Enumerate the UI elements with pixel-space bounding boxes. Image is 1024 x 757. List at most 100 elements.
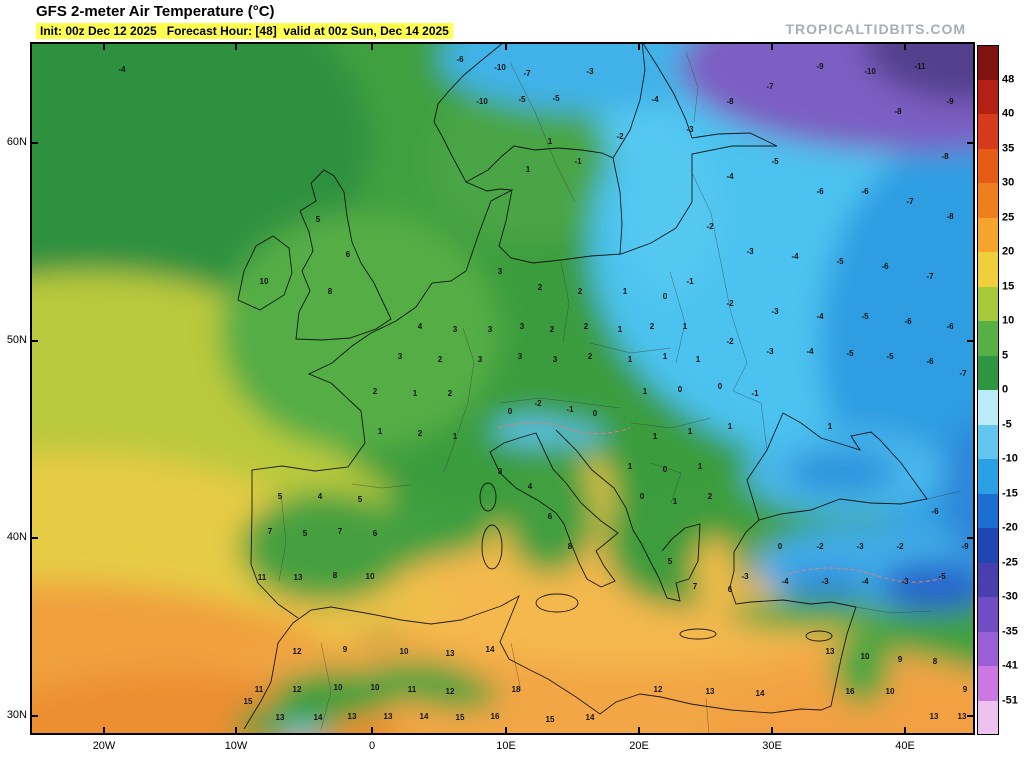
temperature-value-label: 3 — [519, 322, 525, 331]
temperature-value-label: -3 — [856, 542, 864, 551]
colorbar-label: -35 — [1002, 625, 1018, 637]
colorbar-labels: 48 40 35 30 25 20 15 10 5 0 -5 -10 -15 -20 -25 -30 -35 -4… — [1002, 45, 1024, 735]
temperature-value-label: 1 — [412, 389, 418, 398]
temperature-value-label: 5 — [667, 557, 673, 566]
temperature-value-label: 15 — [455, 713, 465, 722]
temperature-value-label: -4 — [861, 577, 869, 586]
temperature-value-label: 2 — [549, 325, 555, 334]
temperature-value-label: -7 — [523, 69, 531, 78]
colorbar-segment — [977, 355, 999, 390]
temperature-value-label: -10 — [476, 97, 488, 106]
temperature-value-label: 2 — [649, 322, 655, 331]
temperature-value-label: 1 — [827, 422, 833, 431]
temperature-value-label: 1 — [627, 355, 633, 364]
map-figure: -4 -6 -10 -7 -3 -4 -10 -5 -5 1 1 -1 -2 -3 -8 -7 -9 -10 -11… — [30, 42, 975, 735]
lon-tick — [771, 42, 773, 50]
colorbar-segment — [977, 528, 999, 563]
lat-tick — [967, 340, 975, 342]
temperature-value-label: -2 — [616, 132, 624, 141]
temperature-value-label: -8 — [946, 212, 954, 221]
temperature-value-label: -5 — [518, 95, 526, 104]
temperature-value-label: -4 — [651, 95, 659, 104]
temperature-value-label: -6 — [946, 322, 954, 331]
temperature-value-label: 5 — [277, 492, 283, 501]
lat-label: 40N — [6, 531, 27, 543]
colorbar-label: -41 — [1002, 659, 1018, 672]
colorbar-segment — [977, 597, 999, 632]
lon-tick — [371, 727, 373, 735]
temperature-value-label: 5 — [315, 215, 321, 224]
colorbar-segment — [977, 424, 999, 459]
temperature-value-label: 12 — [653, 685, 663, 694]
lon-tick — [371, 42, 373, 50]
temperature-value-label: 15 — [545, 715, 555, 724]
temperature-value-label: 9 — [897, 655, 903, 664]
colorbar-segment — [977, 631, 999, 666]
lat-label: 50N — [6, 334, 27, 346]
temperature-value-label: 1 — [687, 427, 693, 436]
colorbar-segment — [977, 562, 999, 597]
temperature-value-label: -5 — [771, 157, 779, 166]
temperature-value-label: 3 — [497, 267, 503, 276]
temperature-value-label: -4 — [816, 312, 824, 321]
lon-label: 30E — [762, 740, 782, 752]
colorbar-segment — [977, 390, 999, 425]
temperature-value-label: 11 — [254, 685, 264, 694]
temperature-value-label: -2 — [816, 542, 824, 551]
temperature-value-label: 6 — [372, 529, 378, 538]
colorbar-label: 48 — [1002, 73, 1015, 85]
temperature-value-label: 4 — [317, 492, 323, 501]
temperature-value-label: 5 — [302, 529, 308, 538]
temperature-value-label: -4 — [791, 252, 799, 261]
temperature-value-label: 3 — [477, 355, 483, 364]
temperature-value-label: -6 — [456, 55, 464, 64]
temperature-value-label: -10 — [864, 67, 876, 76]
temperature-value-label: 16 — [845, 687, 855, 696]
temperature-value-label: 1 — [672, 497, 678, 506]
colorbar-label: -5 — [1002, 418, 1012, 430]
colorbar-label: -20 — [1002, 521, 1018, 534]
lon-tick — [638, 42, 640, 50]
colorbar-label: 5 — [1002, 349, 1009, 361]
colorbar-segment — [977, 79, 999, 114]
colorbar-label: -30 — [1002, 590, 1018, 603]
temperature-value-label: -6 — [926, 357, 934, 366]
colorbar-label: 10 — [1002, 314, 1015, 327]
colorbar-segment — [977, 114, 999, 149]
temperature-value-label: -3 — [746, 247, 754, 256]
temperature-value-label: -6 — [931, 507, 939, 516]
temperature-value-label: -1 — [751, 389, 759, 398]
temperature-value-label: -9 — [961, 542, 969, 551]
colorbar-label: 20 — [1002, 245, 1015, 258]
temperature-value-label: 13 — [445, 649, 455, 658]
temperature-value-label: -6 — [816, 187, 824, 196]
temperature-value-label: -5 — [552, 94, 560, 103]
temperature-value-label: 10 — [885, 687, 895, 696]
lat-tick — [30, 715, 38, 717]
lon-tick — [103, 42, 105, 50]
lat-tick — [30, 142, 38, 144]
temperature-value-label: 0 — [507, 407, 513, 416]
temperature-value-label: 1 — [682, 322, 688, 331]
lon-label: 20E — [629, 740, 649, 752]
temperature-value-label: 14 — [313, 713, 323, 722]
lat-tick — [967, 142, 975, 144]
colorbar-segment — [977, 666, 999, 701]
temperature-value-label: 1 — [627, 462, 633, 471]
temperature-value-label: 2 — [417, 429, 423, 438]
colorbar-label: -25 — [1002, 556, 1018, 568]
temperature-value-label: -3 — [586, 67, 594, 76]
temperature-value-label: 12 — [445, 687, 455, 696]
temperature-value-label: 8 — [332, 571, 338, 580]
colorbar-label: 0 — [1002, 383, 1009, 396]
lon-tick — [904, 42, 906, 50]
temperature-value-label: 1 — [727, 422, 733, 431]
temperature-value-label: -4 — [726, 172, 734, 181]
lat-tick — [967, 537, 975, 539]
temperature-value-label: 6 — [547, 512, 553, 521]
temperature-value-label: 7 — [337, 527, 343, 536]
lat-label: 30N — [6, 709, 27, 721]
map-overlay: -4 -6 -10 -7 -3 -4 -10 -5 -5 1 1 -1 -2 -3 -8 -7 -9 -10 -11… — [30, 42, 975, 735]
temperature-value-label: 13 — [929, 712, 939, 721]
temperature-value-label: -4 — [781, 577, 789, 586]
